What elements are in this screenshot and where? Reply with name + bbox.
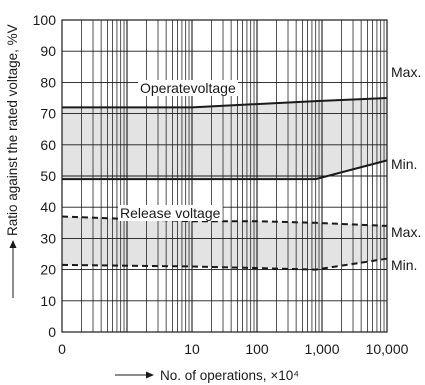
y-tick-label: 20 [40,262,56,278]
y-tick-label: 60 [40,137,56,153]
end-label-0-max: Max. [391,64,421,80]
x-tick-label: 10,000 [366,341,409,357]
line-0-max [62,97,388,109]
x-tick-labels: 0 10 100 1,000 10,000 [58,341,409,357]
y-axis-title: Ratio against the rated voltage, %V [5,24,20,236]
y-tick-label: 30 [40,230,56,246]
end-label-1-max: Max. [391,224,421,240]
band-fill-1 [62,216,387,270]
line-1-max [61,215,388,227]
line-0-min [62,159,388,181]
chart-series-lines [61,97,388,271]
chart-gridlines [62,20,387,332]
y-tick-label: 50 [40,168,56,184]
x-tick-label: 0 [58,341,66,357]
x-axis-title-group: No. of operations, ×10⁴ [115,368,299,383]
y-tick-label: 0 [48,324,56,340]
end-label-1-min: Min. [391,257,417,273]
x-axis-title: No. of operations, ×10⁴ [160,368,299,383]
y-tick-label: 90 [40,43,56,59]
chart-annotations: Operatevoltage Release voltage Max. Min. Max… [118,64,421,273]
y-tick-label: 70 [40,106,56,122]
band-label-1: Release voltage [120,205,221,221]
band-fill-0 [62,98,387,180]
y-tick-label: 100 [33,12,57,28]
x-tick-label: 10 [184,341,200,357]
y-axis-arrowhead [9,240,17,248]
y-tick-labels: 0 10 20 30 40 50 60 70 80 90 100 [33,12,57,340]
band-label-0: Operatevoltage [140,80,236,96]
y-axis-title-group: Ratio against the rated voltage, %V [5,24,20,298]
band-label-bg [138,80,238,96]
band-fills [62,98,387,270]
end-label-0-min: Min. [391,156,417,172]
plot-frame [61,19,388,333]
y-tick-label: 80 [40,74,56,90]
x-tick-label: 100 [245,341,269,357]
x-tick-label: 1,000 [304,341,339,357]
band-label-bg [118,205,223,221]
y-tick-label: 40 [40,199,56,215]
x-axis-arrowhead [146,371,154,379]
y-tick-label: 10 [40,293,56,309]
line-1-min [61,257,388,271]
